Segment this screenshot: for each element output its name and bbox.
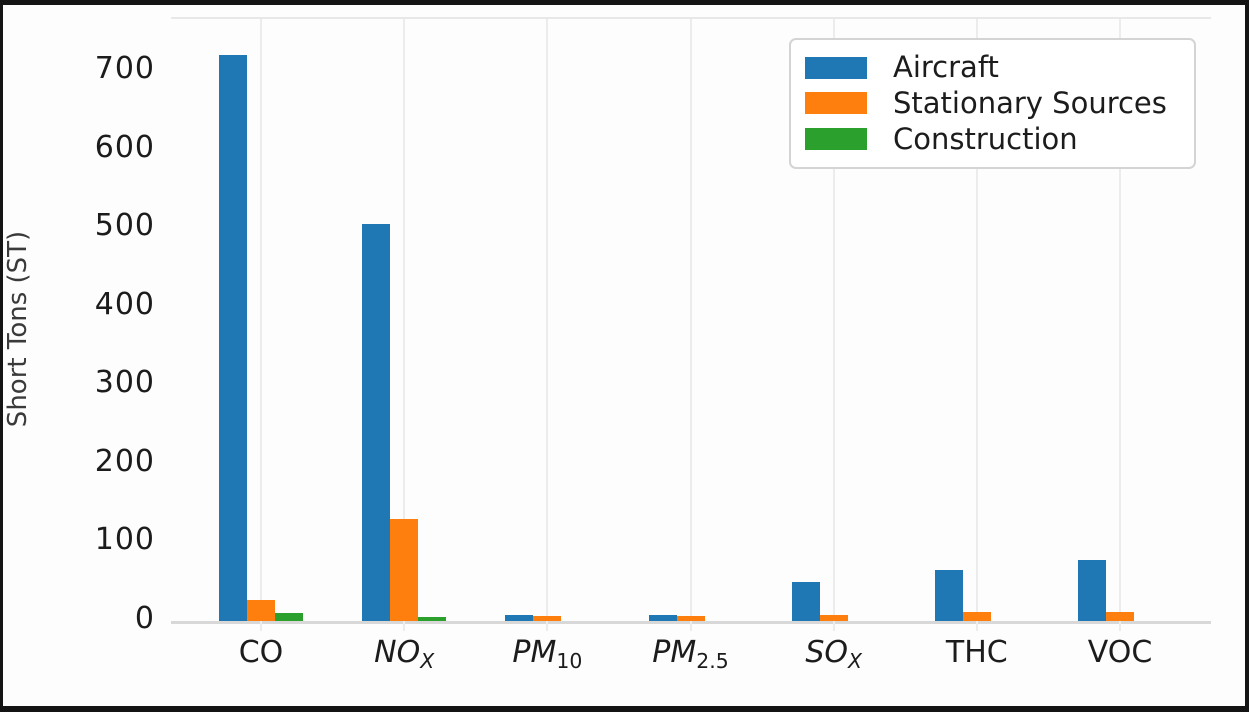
plot-area [171,17,1211,631]
gridline-SOx [832,19,835,631]
x-tick-label-SOx: SOX [805,635,862,673]
bar-PM10-stationary-sources [533,616,562,621]
legend: Aircraft Stationary Sources Construction [789,38,1196,169]
construction-swatch-icon [805,128,867,151]
gridline-THC [975,19,978,631]
x-tick-label-VOC: VOC [1087,635,1153,670]
y-tick-label-600: 600 [94,130,155,165]
y-tick-label-400: 400 [94,287,155,322]
y-tick-label-700: 700 [94,51,155,86]
bar-CO-aircraft [219,55,247,621]
y-tick-label-0: 0 [134,601,155,636]
bar-PM2.5-aircraft [648,615,677,621]
bar-VOC-stationary-sources [1106,612,1134,621]
gridline-PM10 [546,19,549,631]
x-tick-label-PM2.5: PM2.5 [652,635,729,673]
bar-THC-stationary-sources [962,612,991,621]
bar-VOC-aircraft [1078,560,1106,621]
legend-item-construction: Construction [805,121,1180,156]
bar-NOx-aircraft [362,224,391,621]
bar-SOx-aircraft [791,582,820,621]
bar-SOx-stationary-sources [819,615,848,621]
legend-label: Construction [893,121,1078,156]
aircraft-swatch-icon [805,56,867,79]
y-tick-label-300: 300 [94,365,155,400]
x-tick-label-THC: THC [945,635,1008,670]
gridline-PM2.5 [689,19,692,631]
legend-label: Aircraft [893,50,999,85]
bar-NOx-stationary-sources [390,519,419,621]
bar-CO-stationary-sources [247,600,275,621]
gridline-NOx [403,19,406,631]
y-axis-tick-labels: 0 100 200 300 400 500 600 700 [3,17,155,636]
stationary-sources-swatch-icon [805,92,867,115]
y-tick-label-200: 200 [94,444,155,479]
x-tick-label-PM10: PM10 [512,635,583,673]
legend-item-stationary-sources: Stationary Sources [805,85,1180,120]
bar-CO-construction [275,613,303,621]
y-tick-label-100: 100 [94,522,155,557]
x-tick-label-CO: CO [238,635,284,670]
x-axis-tick-labels: CO NOX PM10 PM2.5 SOX THC VOC [171,635,1211,687]
legend-item-aircraft: Aircraft [805,53,1180,82]
gridline-VOC [1119,19,1121,631]
legend-label: Stationary Sources [893,85,1167,120]
x-tick-label-NOx: NOX [374,635,435,673]
gridline-CO [260,19,262,631]
bar-THC-aircraft [934,570,963,621]
bar-NOx-construction [418,617,447,621]
bar-PM2.5-stationary-sources [676,616,705,621]
bar-PM10-aircraft [505,615,534,621]
y-tick-label-500: 500 [94,208,155,243]
